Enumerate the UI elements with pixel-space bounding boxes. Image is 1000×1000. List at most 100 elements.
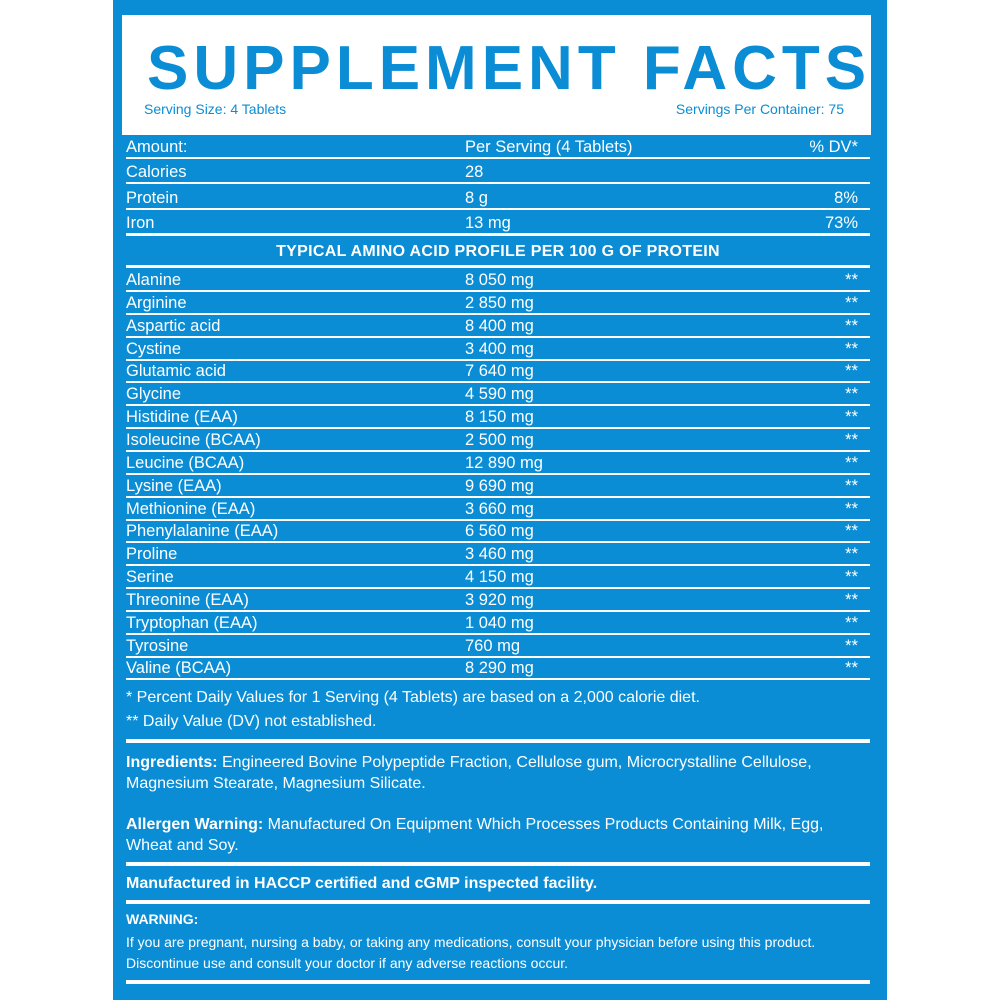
header-dv: % DV*	[809, 138, 858, 156]
dv: **	[845, 476, 858, 495]
dv: **	[845, 430, 858, 449]
dv: **	[845, 339, 858, 358]
dv: **	[845, 293, 858, 312]
amount: 1 040 mg	[465, 613, 534, 632]
dv: **	[845, 590, 858, 609]
name: Threonine (EAA)	[126, 590, 249, 609]
name: Proline	[126, 545, 178, 564]
name: Isoleucine (BCAA)	[126, 430, 261, 449]
footnote-dv: * Percent Daily Values for 1 Serving (4 …	[126, 689, 700, 706]
table-row: Alanine 8 050 mg **	[126, 270, 870, 292]
dv: **	[845, 316, 858, 335]
name: Phenylalanine (EAA)	[126, 522, 279, 541]
name: Glycine	[126, 385, 182, 404]
amount: 7 640 mg	[465, 362, 534, 381]
table-header-row: Amount: Per Serving (4 Tablets) % DV*	[126, 137, 870, 159]
divider	[126, 980, 870, 984]
table-row: Threonine (EAA) 3 920 mg **	[126, 590, 870, 612]
table-row: Glycine 4 590 mg **	[126, 384, 870, 407]
facility-statement: Manufactured in HACCP certified and cGMP…	[126, 875, 598, 892]
table-row: Proline 3 460 mg **	[126, 544, 870, 567]
dv: **	[845, 385, 858, 404]
dv: **	[845, 636, 858, 655]
warning-text: If you are pregnant, nursing a baby, or …	[126, 934, 816, 971]
name: Iron	[126, 214, 155, 232]
name: Histidine (EAA)	[126, 408, 238, 427]
allergen-warning: Allergen Warning: Manufactured On Equipm…	[126, 814, 870, 856]
table-row: Serine 4 150 mg **	[126, 567, 870, 590]
name: Aspartic acid	[126, 316, 221, 335]
divider	[126, 900, 870, 904]
amount: 760 mg	[465, 636, 521, 655]
footer-section: * Percent Daily Values for 1 Serving (4 …	[126, 686, 870, 984]
name: Tyrosine	[126, 636, 189, 655]
dv: **	[845, 271, 858, 289]
ingredients: Ingredients: Engineered Bovine Polypepti…	[126, 752, 870, 794]
dv: **	[845, 522, 858, 541]
table-row: Phenylalanine (EAA) 6 560 mg **	[126, 521, 870, 544]
dv: 73%	[824, 214, 858, 232]
name: Calories	[126, 163, 187, 181]
amount: 4 590 mg	[465, 385, 534, 404]
table-row: Arginine 2 850 mg **	[126, 293, 870, 315]
table-row: Methionine (EAA) 3 660 mg **	[126, 499, 870, 521]
header-per-serving: Per Serving (4 Tablets)	[465, 138, 633, 156]
name: Valine (BCAA)	[126, 659, 232, 678]
name: Lysine (EAA)	[126, 476, 222, 495]
table-row: Tyrosine 760 mg **	[126, 636, 870, 658]
amount: 8 150 mg	[465, 408, 534, 427]
amount: 2 500 mg	[465, 430, 534, 449]
dv: **	[845, 499, 858, 518]
ingredients-text: Engineered Bovine Polypeptide Fraction, …	[126, 754, 812, 792]
title-box: SUPPLEMENT FACTS Serving Size: 4 Tablets…	[122, 15, 871, 135]
header-amount: Amount:	[126, 138, 188, 156]
name: Alanine	[126, 271, 182, 289]
amount: 2 850 mg	[465, 293, 534, 312]
table-row: Glutamic acid 7 640 mg **	[126, 361, 870, 384]
name: Arginine	[126, 293, 187, 312]
dv: **	[845, 362, 858, 381]
serving-size: Serving Size: 4 Tablets	[144, 101, 287, 117]
warning-label: WARNING:	[126, 911, 199, 927]
dv: **	[845, 568, 858, 587]
table-row: Valine (BCAA) 8 290 mg **	[126, 658, 870, 681]
dv: **	[845, 613, 858, 632]
dv: **	[845, 545, 858, 564]
amount: 8 050 mg	[465, 271, 534, 289]
supplement-facts-panel: SUPPLEMENT FACTS Serving Size: 4 Tablets…	[113, 0, 887, 1000]
amount: 28	[465, 163, 484, 181]
ingredients-label: Ingredients:	[126, 754, 218, 771]
dv: **	[845, 408, 858, 427]
amount: 6 560 mg	[465, 522, 534, 541]
servings-per-container: Servings Per Container: 75	[675, 101, 844, 117]
table-row: Calories 28	[126, 162, 870, 184]
dv: **	[845, 453, 858, 472]
dv: **	[845, 659, 858, 678]
name: Tryptophan (EAA)	[126, 613, 258, 632]
name: Leucine (BCAA)	[126, 453, 245, 472]
amount: 8 g	[465, 188, 488, 207]
table-row: Cystine 3 400 mg **	[126, 339, 870, 361]
amount: 12 890 mg	[465, 453, 543, 472]
divider	[126, 862, 870, 866]
table-row: Lysine (EAA) 9 690 mg **	[126, 476, 870, 498]
amount: 13 mg	[465, 214, 511, 232]
amount: 8 400 mg	[465, 316, 534, 335]
table-row: Protein 8 g 8%	[126, 188, 870, 210]
name: Protein	[126, 188, 179, 207]
allergen-label: Allergen Warning:	[126, 816, 264, 833]
allergen-text: Manufactured On Equipment Which Processe…	[126, 816, 824, 854]
amount: 9 690 mg	[465, 476, 534, 495]
name: Cystine	[126, 339, 182, 358]
divider	[126, 739, 870, 743]
footnote-not-established: ** Daily Value (DV) not established.	[126, 713, 377, 730]
name: Methionine (EAA)	[126, 499, 256, 518]
table-row: Iron 13 mg 73%	[126, 213, 870, 236]
amount: 3 460 mg	[465, 545, 534, 564]
table-row: Leucine (BCAA) 12 890 mg **	[126, 453, 870, 475]
name: Serine	[126, 568, 174, 587]
table-row: Aspartic acid 8 400 mg **	[126, 316, 870, 338]
page-title: SUPPLEMENT FACTS	[147, 34, 872, 103]
name: Glutamic acid	[126, 362, 226, 381]
table-row: Tryptophan (EAA) 1 040 mg **	[126, 613, 870, 635]
